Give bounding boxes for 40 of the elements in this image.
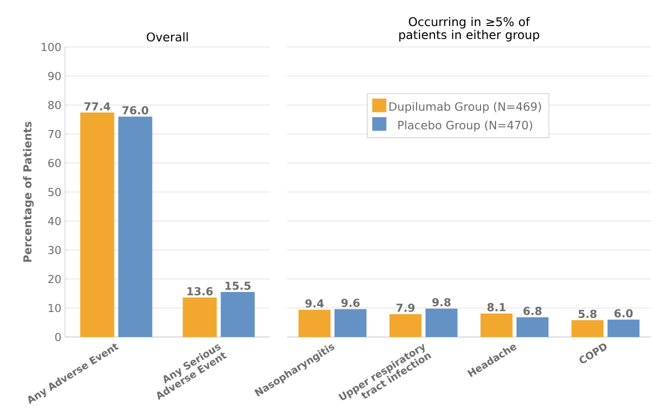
data-label: 8.1 (487, 303, 506, 312)
data-label: 6.0 (614, 309, 633, 318)
data-label: 9.8 (432, 298, 451, 306)
bar (572, 320, 604, 337)
chart-title: Occurring in ≥5% of patients in either group (399, 16, 540, 42)
bar (182, 298, 217, 337)
y-tick-label: 80 (48, 100, 61, 110)
data-label: 5.8 (578, 310, 597, 318)
bar (118, 116, 152, 337)
data-label: 9.6 (341, 298, 360, 307)
y-tick-label: 90 (48, 72, 61, 80)
y-tick-label: 20 (48, 274, 61, 284)
y-tick-label: 60 (48, 158, 61, 168)
bar (426, 308, 458, 337)
data-label: 13.6 (187, 287, 213, 296)
chart-title: Overall (146, 32, 188, 42)
data-label: 15.5 (225, 282, 251, 290)
data-label: 77.4 (84, 102, 110, 110)
y-tick-label: 10 (48, 304, 61, 312)
data-label: 9.4 (305, 299, 324, 308)
bar (516, 317, 549, 337)
y-tick-label: 70 (48, 130, 61, 138)
y-tick-label: 50 (48, 188, 61, 196)
bar (298, 310, 331, 337)
bar (390, 314, 422, 337)
y-tick-label: 100 (42, 42, 61, 52)
legend-label: Dupilumab Group (N=469) (390, 102, 541, 114)
data-label: 7.9 (396, 304, 415, 312)
y-tick-label: 30 (48, 246, 61, 254)
bar (608, 320, 640, 337)
data-label: 76.0 (122, 106, 148, 114)
y-axis-title: Percentage of Patients (23, 122, 34, 262)
bar (334, 309, 367, 337)
bar (80, 112, 114, 337)
y-tick-label: 0 (55, 332, 61, 342)
data-label: 6.8 (523, 306, 542, 316)
legend-label: Placebo Group (N=470) (398, 120, 532, 132)
y-tick-label: 40 (48, 216, 61, 226)
bar (220, 292, 255, 337)
bar (480, 314, 513, 337)
